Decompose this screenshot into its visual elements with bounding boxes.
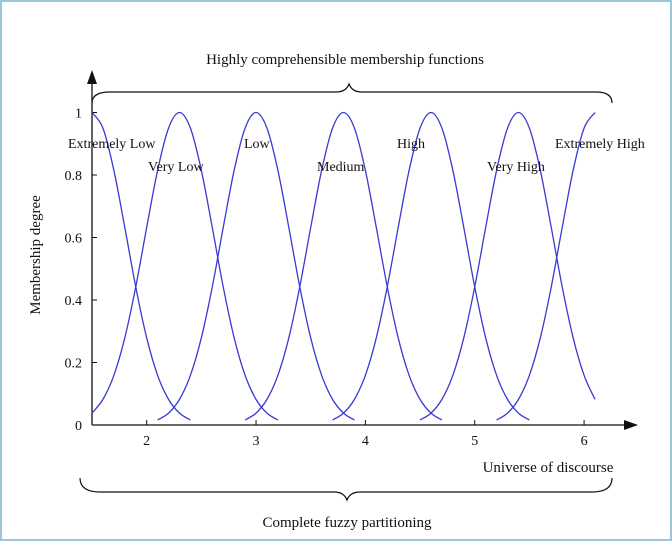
curve-label: High xyxy=(397,137,425,152)
x-tick-label: 5 xyxy=(471,434,478,449)
curve-label: Medium xyxy=(317,160,365,175)
x-tick-label: 3 xyxy=(253,434,260,449)
chart: Highly comprehensible membership functio… xyxy=(0,0,672,541)
y-tick-label: 0.6 xyxy=(65,232,83,247)
y-tick-label: 0.8 xyxy=(65,169,83,184)
curve-label: Very High xyxy=(487,160,545,175)
curve-label: Extremely Low xyxy=(68,137,156,152)
curve-label: Low xyxy=(244,137,271,152)
subtitle: Complete fuzzy partitioning xyxy=(262,515,432,531)
curve-label: Very Low xyxy=(148,160,204,175)
y-axis-label: Membership degree xyxy=(28,195,44,315)
x-tick-label: 6 xyxy=(581,434,588,449)
chart-title: Highly comprehensible membership functio… xyxy=(206,52,484,68)
y-tick-label: 0.2 xyxy=(65,357,83,372)
x-axis-label: Universe of discourse xyxy=(483,460,614,476)
y-tick-label: 0 xyxy=(75,419,82,434)
x-tick-label: 2 xyxy=(143,434,150,449)
y-tick-label: 1 xyxy=(75,107,82,122)
y-tick-label: 0.4 xyxy=(65,294,83,309)
curve-label: Extremely High xyxy=(555,137,645,152)
x-tick-label: 4 xyxy=(362,434,369,449)
